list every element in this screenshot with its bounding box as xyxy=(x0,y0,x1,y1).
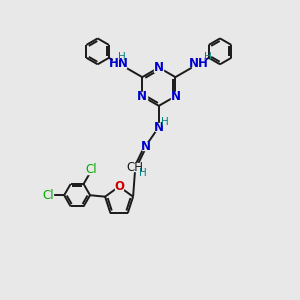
Bar xyxy=(154,63,163,72)
Text: N: N xyxy=(154,121,164,134)
Text: H: H xyxy=(204,52,212,62)
Bar xyxy=(115,183,123,190)
Text: CH: CH xyxy=(127,161,144,174)
Text: N: N xyxy=(137,90,147,103)
Text: NH: NH xyxy=(188,57,208,70)
Bar xyxy=(131,163,140,172)
Bar xyxy=(171,92,180,101)
Text: Cl: Cl xyxy=(86,164,98,176)
Bar xyxy=(193,59,204,68)
Bar xyxy=(142,142,149,150)
Text: HN: HN xyxy=(110,57,129,70)
Text: N: N xyxy=(141,140,151,153)
Text: H: H xyxy=(139,168,146,178)
Text: N: N xyxy=(154,61,164,74)
Text: O: O xyxy=(114,180,124,193)
Bar xyxy=(155,123,162,131)
Bar xyxy=(86,166,97,174)
Bar xyxy=(43,191,53,199)
Text: H: H xyxy=(161,117,169,127)
Bar xyxy=(138,92,147,101)
Text: Cl: Cl xyxy=(42,189,54,202)
Bar xyxy=(113,59,126,68)
Text: H: H xyxy=(118,52,125,62)
Text: N: N xyxy=(170,90,180,103)
